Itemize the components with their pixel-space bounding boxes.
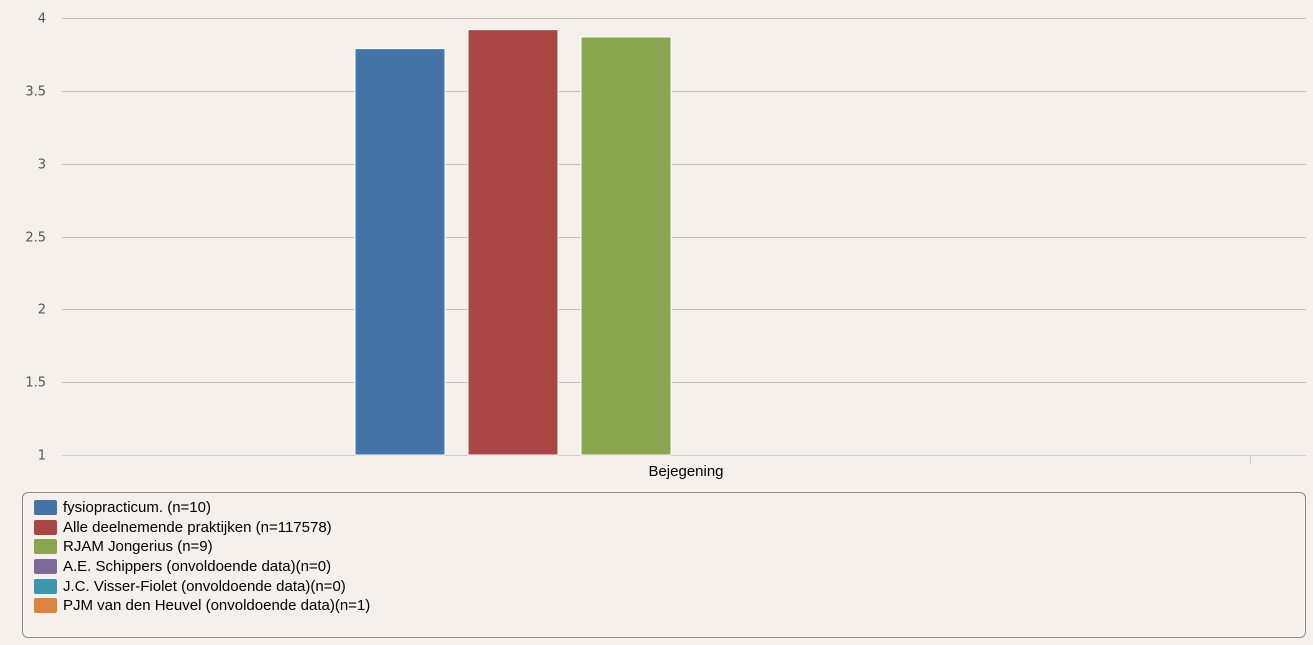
legend-item[interactable]: fysiopracticum. (n=10)	[34, 498, 1305, 518]
y-tick-label: 1	[38, 449, 46, 464]
bar-1[interactable]	[354, 48, 446, 456]
bar-3[interactable]	[580, 36, 672, 456]
y-tick-label: 2	[38, 303, 46, 318]
y-tick-label: 3	[38, 158, 46, 173]
legend-item[interactable]: J.C. Visser-Fiolet (onvoldoende data)(n=…	[34, 576, 1305, 596]
legend-item[interactable]: Alle deelnemende praktijken (n=117578)	[34, 518, 1305, 538]
legend-label: J.C. Visser-Fiolet (onvoldoende data)(n=…	[63, 577, 346, 595]
legend-swatch	[34, 598, 57, 614]
y-tick-label: 2.5	[25, 231, 46, 246]
bar-2[interactable]	[467, 29, 559, 456]
legend-swatch	[34, 578, 57, 594]
legend-swatch	[34, 539, 57, 555]
bar-chart: 1 1.5 2 2.5 3 3.5 4 Bejegening	[25, 12, 1306, 480]
legend: fysiopracticum. (n=10) Alle deelnemende p…	[22, 492, 1306, 638]
legend-item[interactable]: A.E. Schippers (onvoldoende data)(n=0)	[34, 557, 1305, 577]
legend-item[interactable]: RJAM Jongerius (n=9)	[34, 537, 1305, 557]
legend-swatch	[34, 519, 57, 535]
x-axis: Bejegening	[648, 455, 1251, 480]
y-tick-label: 3.5	[25, 85, 46, 100]
legend-item[interactable]: PJM van den Heuvel (onvoldoende data)(n=…	[34, 596, 1305, 616]
legend-label: PJM van den Heuvel (onvoldoende data)(n=…	[63, 597, 371, 615]
legend-label: Alle deelnemende praktijken (n=117578)	[63, 518, 332, 536]
legend-label: A.E. Schippers (onvoldoende data)(n=0)	[63, 558, 332, 576]
legend-swatch	[34, 500, 57, 516]
x-category-label: Bejegening	[648, 463, 723, 480]
grid-lines	[62, 18, 1306, 456]
legend-label: fysiopracticum. (n=10)	[63, 499, 211, 517]
y-axis: 1 1.5 2 2.5 3 3.5 4	[25, 12, 46, 464]
legend-label: RJAM Jongerius (n=9)	[63, 538, 213, 556]
legend-swatch	[34, 559, 57, 575]
y-tick-label: 1.5	[25, 376, 46, 391]
bars	[354, 29, 672, 456]
y-tick-label: 4	[38, 12, 46, 27]
